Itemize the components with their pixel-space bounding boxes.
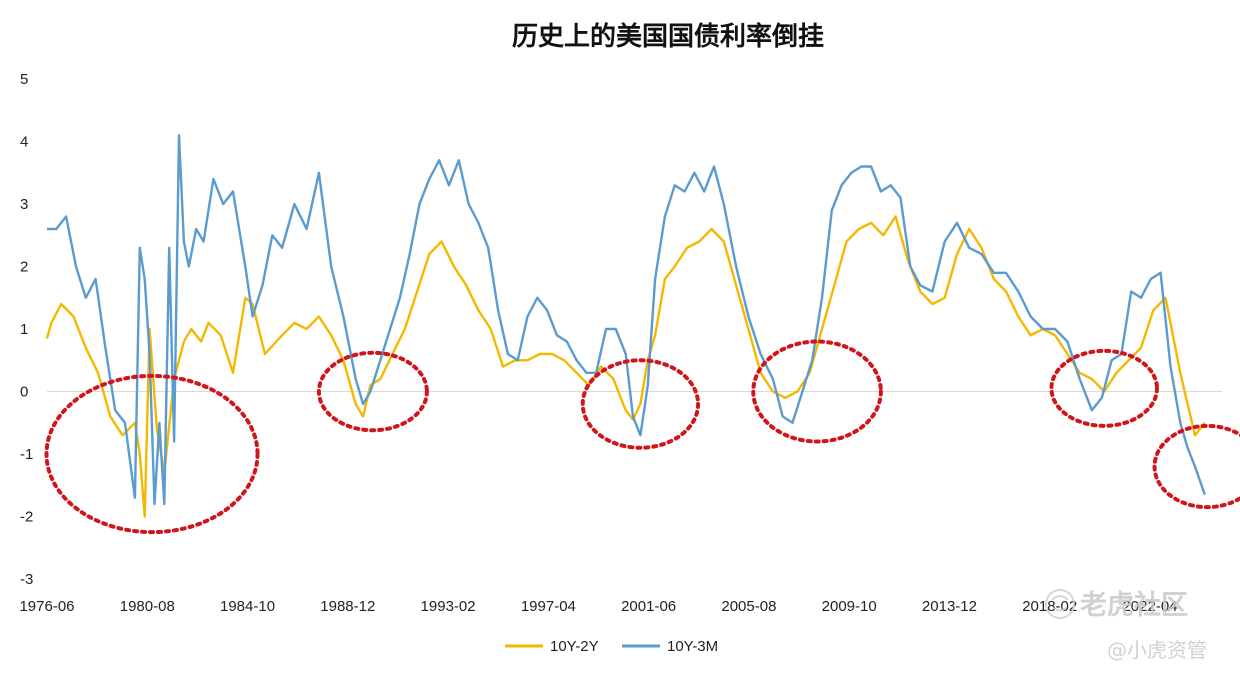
inversion-circle-annotation <box>1152 423 1240 510</box>
series-line-10y-2y <box>45 215 1206 518</box>
y-tick-label: -2 <box>20 509 33 526</box>
inversion-circle-annotation <box>44 373 260 535</box>
watermark-handle: @小虎资管 <box>1107 638 1207 662</box>
y-tick-label: 2 <box>20 259 28 276</box>
y-tick-label: 4 <box>20 134 28 151</box>
inversion-annotations <box>44 339 1240 535</box>
watermark: 老虎社区 @小虎资管 <box>1045 589 1207 662</box>
x-tick-label: 2013-12 <box>922 598 977 615</box>
x-tick-label: 2022-04 <box>1122 598 1177 615</box>
x-tick-label: 1988-12 <box>320 598 375 615</box>
x-tick-label: 1993-02 <box>421 598 476 615</box>
inversion-circle-annotation <box>1049 348 1159 428</box>
y-tick-label: -3 <box>20 571 33 588</box>
x-axis-labels: 1976-06 1980-08 1984-10 1988-12 1993-02 1997-… <box>19 598 1177 615</box>
y-tick-label: 5 <box>20 71 28 88</box>
x-tick-label: 1976-06 <box>19 598 74 615</box>
legend-label-10y-2y: 10Y-2Y <box>550 638 599 655</box>
inversion-circle-annotation <box>316 350 429 433</box>
y-tick-label: 3 <box>20 196 28 213</box>
x-tick-label: 1997-04 <box>521 598 576 615</box>
inversion-circle-annotation <box>751 339 883 444</box>
chart-title: 历史上的美国国债利率倒挂 <box>512 21 824 52</box>
tiger-logo-icon <box>1045 589 1075 619</box>
x-tick-label: 2005-08 <box>721 598 776 615</box>
series-lines <box>45 134 1206 518</box>
series-line-10y-3m <box>47 134 1206 506</box>
x-tick-label: 1980-08 <box>120 598 175 615</box>
y-axis-labels: 5 4 3 2 1 0 -1 -2 -3 <box>20 71 33 588</box>
x-tick-label: 2009-10 <box>822 598 877 615</box>
watermark-brand: 老虎社区 <box>1080 589 1188 621</box>
inversion-circle-annotation <box>580 358 701 450</box>
y-tick-label: -1 <box>20 446 33 463</box>
legend-label-10y-3m: 10Y-3M <box>667 638 718 655</box>
legend: 10Y-2Y 10Y-3M <box>505 638 718 655</box>
x-tick-label: 1984-10 <box>220 598 275 615</box>
y-tick-label: 1 <box>20 321 28 338</box>
y-tick-label: 0 <box>20 384 28 401</box>
x-tick-label: 2001-06 <box>621 598 676 615</box>
